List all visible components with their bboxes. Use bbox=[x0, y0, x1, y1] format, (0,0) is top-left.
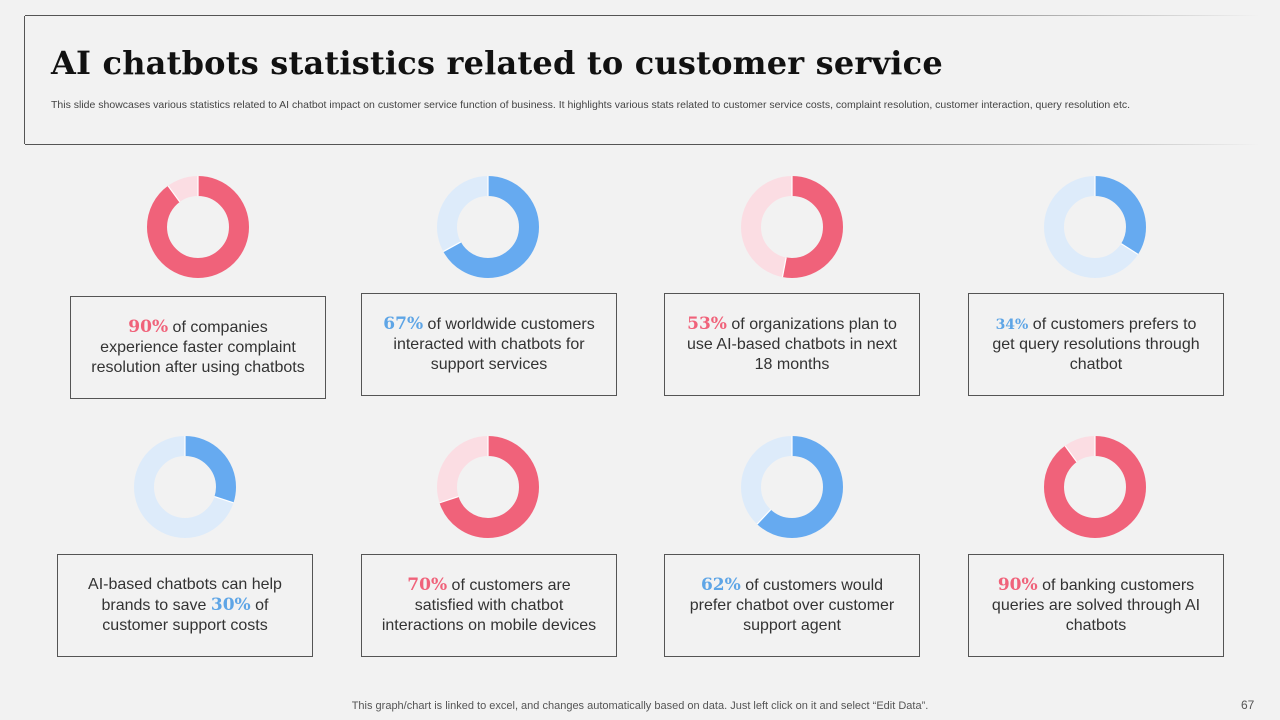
stat-card-8: 90% of banking customers queries are sol… bbox=[968, 554, 1224, 657]
stat-card-1: 90% of companies experience faster compl… bbox=[70, 296, 326, 399]
donut-chart-3[interactable] bbox=[740, 175, 844, 279]
donut-chart-5[interactable] bbox=[133, 435, 237, 539]
stat-percent: 67% bbox=[383, 314, 424, 334]
stat-percent: 62% bbox=[700, 575, 741, 595]
donut-svg-6 bbox=[437, 436, 539, 538]
stat-percent: 34% bbox=[995, 316, 1029, 333]
stat-card-6-text: 70% of customers are satisfied with chat… bbox=[381, 575, 597, 634]
donut-slice-separator bbox=[781, 257, 787, 278]
slide-title: AI chatbots statistics related to custom… bbox=[51, 44, 943, 82]
stat-card-3-text: 53% of organizations plan to use AI-base… bbox=[687, 314, 897, 373]
donut-svg-4 bbox=[1044, 176, 1146, 278]
donut-value-slice bbox=[1044, 436, 1146, 538]
title-box: AI chatbots statistics related to custom… bbox=[24, 15, 1260, 145]
donut-chart-7[interactable] bbox=[740, 435, 844, 539]
donut-chart-2[interactable] bbox=[436, 175, 540, 279]
donut-chart-6[interactable] bbox=[436, 435, 540, 539]
stat-card-7: 62% of customers would prefer chatbot ov… bbox=[664, 554, 920, 657]
stat-card-2-text: 67% of worldwide customers interacted wi… bbox=[383, 314, 595, 373]
stat-card-1-text: 90% of companies experience faster compl… bbox=[91, 317, 305, 376]
donut-svg-2 bbox=[437, 176, 539, 278]
stat-percent: 90% bbox=[997, 575, 1038, 595]
donut-svg-3 bbox=[741, 176, 843, 278]
donut-chart-4[interactable] bbox=[1043, 175, 1147, 279]
stat-card-5: AI-based chatbots can help brands to sav… bbox=[57, 554, 313, 657]
donut-slice-separator bbox=[756, 509, 772, 525]
donut-svg-1 bbox=[147, 176, 249, 278]
page-number: 67 bbox=[1241, 698, 1255, 712]
donut-svg-5 bbox=[134, 436, 236, 538]
stat-percent: 90% bbox=[128, 317, 169, 337]
donut-chart-1[interactable] bbox=[146, 175, 250, 279]
donut-slice-separator bbox=[1120, 243, 1139, 255]
stat-card-8-text: 90% of banking customers queries are sol… bbox=[991, 575, 1201, 634]
stat-card-4: 34% of customers prefers to get query re… bbox=[968, 293, 1224, 396]
donut-svg-8 bbox=[1044, 436, 1146, 538]
donut-slice-separator bbox=[214, 496, 234, 504]
stat-card-6: 70% of customers are satisfied with chat… bbox=[361, 554, 617, 657]
stat-percent: 30% bbox=[210, 595, 251, 615]
title-box-bottom-rule bbox=[25, 144, 1260, 145]
donut-slice-separator bbox=[439, 496, 459, 504]
donut-slice-separator bbox=[167, 185, 181, 203]
donut-svg-7 bbox=[741, 436, 843, 538]
donut-value-slice bbox=[147, 176, 249, 278]
donut-chart-8[interactable] bbox=[1043, 435, 1147, 539]
stat-card-2: 67% of worldwide customers interacted wi… bbox=[361, 293, 617, 396]
stat-card-4-text: 34% of customers prefers to get query re… bbox=[992, 315, 1200, 373]
donut-slice-separator bbox=[443, 241, 462, 253]
stat-card-5-text: AI-based chatbots can help brands to sav… bbox=[88, 576, 282, 634]
stat-card-7-text: 62% of customers would prefer chatbot ov… bbox=[689, 575, 895, 634]
stat-percent: 70% bbox=[407, 575, 448, 595]
stat-percent: 53% bbox=[687, 314, 727, 334]
slide-description: This slide showcases various statistics … bbox=[51, 99, 1131, 111]
footer-note: This graph/chart is linked to excel, and… bbox=[351, 700, 929, 712]
stat-card-3: 53% of organizations plan to use AI-base… bbox=[664, 293, 920, 396]
donut-slice-separator bbox=[1064, 445, 1078, 463]
